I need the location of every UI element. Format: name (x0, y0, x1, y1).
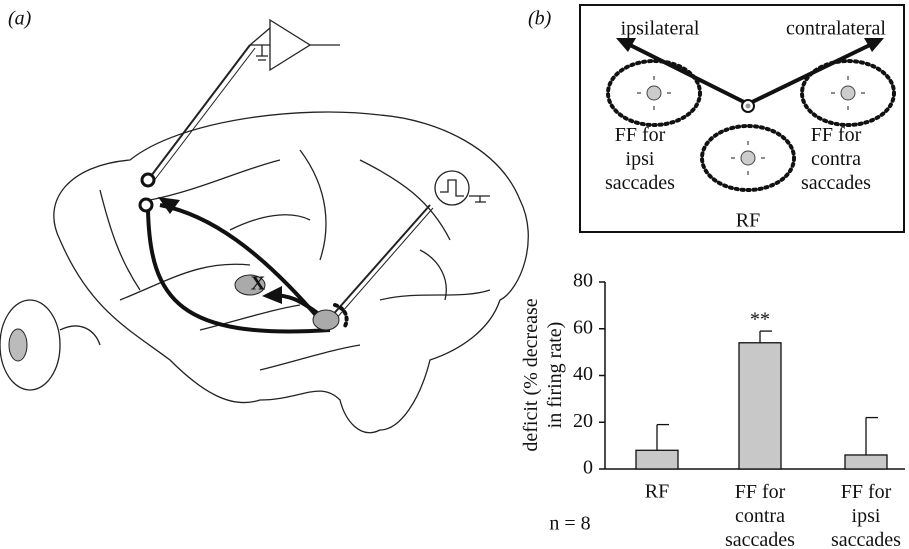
lesion-label: X (251, 273, 266, 295)
x-tick-label: RF (645, 481, 669, 503)
panel-label: (b) (528, 8, 552, 30)
brain-drawing (0, 20, 528, 433)
bar (636, 450, 678, 469)
significance-label: ** (750, 309, 770, 331)
field-label: RF (736, 210, 760, 232)
direction-label: contralateral (786, 18, 886, 40)
figure: (a) X (b) (0, 0, 909, 549)
sample-size: n = 8 (549, 513, 590, 535)
y-tick-label: 20 (573, 410, 593, 432)
y-tick-label: 60 (573, 316, 593, 338)
y-tick-label: 0 (583, 457, 593, 479)
y-tick-label: 80 (573, 270, 593, 292)
bar (739, 343, 781, 469)
direction-label: ipsilateral (621, 18, 700, 40)
y-tick-label: 40 (573, 363, 593, 385)
panel-label: (a) (8, 8, 32, 30)
bar (845, 455, 887, 469)
